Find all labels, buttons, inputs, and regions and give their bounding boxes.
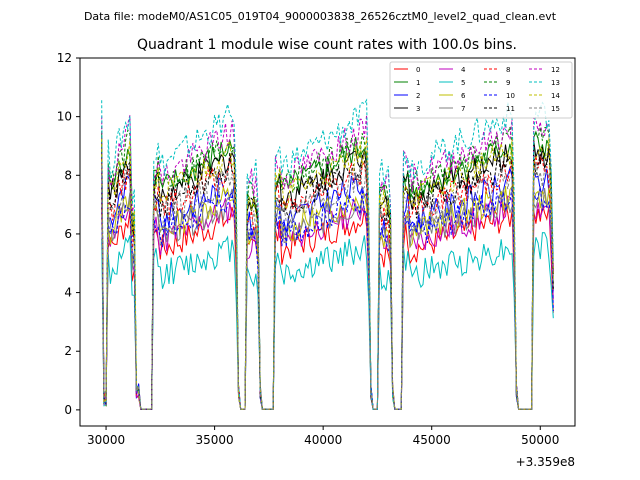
legend-label-12: 12	[551, 66, 560, 74]
legend-label-5: 5	[461, 79, 465, 87]
x-offset-label: +3.359e8	[516, 455, 575, 469]
y-tick-label: 8	[64, 168, 72, 182]
x-tick-label: 30000	[87, 433, 125, 447]
legend-label-8: 8	[506, 66, 510, 74]
y-tick-label: 12	[57, 51, 72, 65]
y-tick-label: 2	[64, 344, 72, 358]
legend-frame	[389, 61, 573, 119]
series-line-1	[101, 130, 554, 410]
legend-label-1: 1	[416, 79, 420, 87]
legend-label-11: 11	[506, 105, 515, 113]
y-tick-label: 10	[57, 110, 72, 124]
x-axis: 30000 35000 40000 45000 50000	[87, 426, 559, 447]
legend-label-7: 7	[461, 105, 465, 113]
series-line-12	[101, 115, 554, 410]
series-line-0	[101, 203, 554, 410]
y-tick-label: 0	[64, 403, 72, 417]
x-tick-label: 40000	[304, 433, 342, 447]
legend-label-13: 13	[551, 79, 560, 87]
series-line-9	[101, 125, 554, 410]
series-line-14	[101, 137, 554, 410]
legend-label-15: 15	[551, 105, 560, 113]
y-axis: 0 2 4 6 8 10 12	[57, 51, 80, 417]
x-tick-label: 45000	[413, 433, 451, 447]
y-tick-label: 4	[64, 286, 72, 300]
series-line-5	[101, 232, 554, 410]
legend-label-4: 4	[461, 66, 466, 74]
legend-label-6: 6	[461, 92, 466, 100]
y-tick-label: 6	[64, 227, 72, 241]
x-tick-label: 35000	[196, 433, 234, 447]
chart-title: Quadrant 1 module wise count rates with …	[137, 37, 517, 53]
figure-suptitle: Data file: modeM0/AS1C05_019T04_90000038…	[84, 10, 557, 23]
axes-frame	[79, 57, 576, 427]
legend-label-10: 10	[506, 92, 515, 100]
legend-label-3: 3	[416, 105, 420, 113]
legend-label-2: 2	[416, 92, 420, 100]
series-line-10	[101, 187, 554, 410]
legend-label-0: 0	[416, 66, 420, 74]
legend-label-9: 9	[506, 79, 510, 87]
plot-lines	[101, 98, 554, 410]
legend-label-14: 14	[551, 92, 560, 100]
series-line-11	[101, 149, 554, 410]
series-line-6	[101, 184, 554, 410]
x-tick-label: 50000	[521, 433, 559, 447]
series-line-13	[101, 98, 554, 410]
series-line-15	[101, 161, 554, 410]
